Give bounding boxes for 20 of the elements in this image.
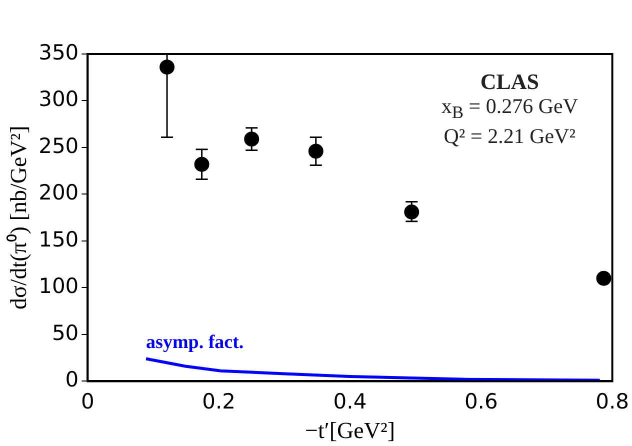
annotation: x$_{B}$ = 0.276 GeV bbox=[441, 94, 578, 124]
y-tick-label: 350 bbox=[38, 40, 79, 64]
x-axis-title: −t′[GeV²] bbox=[304, 418, 396, 444]
x-tick-label: 0.4 bbox=[333, 389, 367, 414]
y-tick-label: 0 bbox=[65, 368, 79, 392]
x-tick-label: 0.6 bbox=[464, 389, 498, 414]
point bbox=[596, 270, 612, 286]
x-tick-label: 0.8 bbox=[596, 389, 630, 414]
y-axis-title: dσ/dt(π⁰) [nb/GeV²] bbox=[6, 126, 31, 310]
y-tick-label: 50 bbox=[52, 320, 79, 345]
x-tick-label: 0 bbox=[80, 389, 94, 414]
y-tick-label: 150 bbox=[38, 227, 79, 252]
y-tick-label: 300 bbox=[38, 87, 79, 112]
annotation: CLAS bbox=[479, 69, 540, 94]
series-label: asymp. fact. bbox=[146, 332, 244, 354]
y-tick-label: 100 bbox=[38, 274, 79, 298]
y-tick-label: 250 bbox=[38, 134, 79, 158]
y-tick-label: 200 bbox=[38, 180, 79, 205]
annotation: Q² = 2.21 GeV² bbox=[442, 124, 577, 148]
x-tick-label: 0.2 bbox=[202, 389, 236, 414]
